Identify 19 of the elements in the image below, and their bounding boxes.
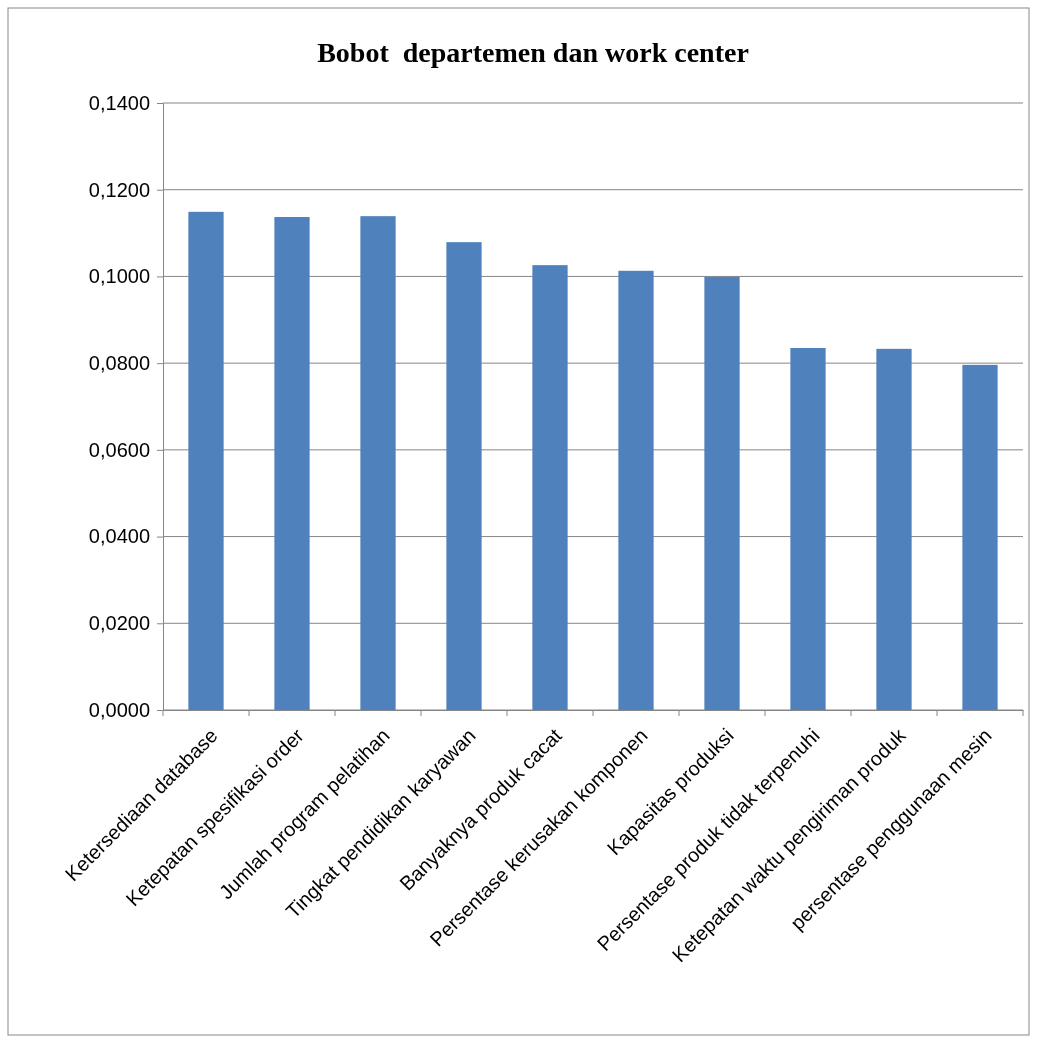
y-tick-label: 0,0400: [88, 525, 150, 548]
y-tick-label: 0,1200: [88, 178, 150, 201]
bar: [876, 348, 912, 710]
bar: [618, 270, 654, 710]
y-tick-label: 0,0000: [88, 698, 150, 721]
bar: [532, 265, 568, 710]
bar: [790, 347, 826, 710]
bar: [188, 211, 224, 710]
bar: [704, 276, 740, 710]
bar: [446, 242, 482, 710]
bar: [360, 216, 396, 710]
bar: [962, 364, 998, 710]
y-tick-label: 0,0800: [88, 352, 150, 375]
chart-title: Bobot departemen dan work center: [317, 37, 749, 68]
y-tick-label: 0,0600: [88, 438, 150, 461]
y-tick-label: 0,1000: [88, 265, 150, 288]
bar: [274, 217, 310, 710]
y-tick-label: 0,0200: [88, 612, 150, 635]
y-tick-label: 0,1400: [88, 91, 150, 114]
